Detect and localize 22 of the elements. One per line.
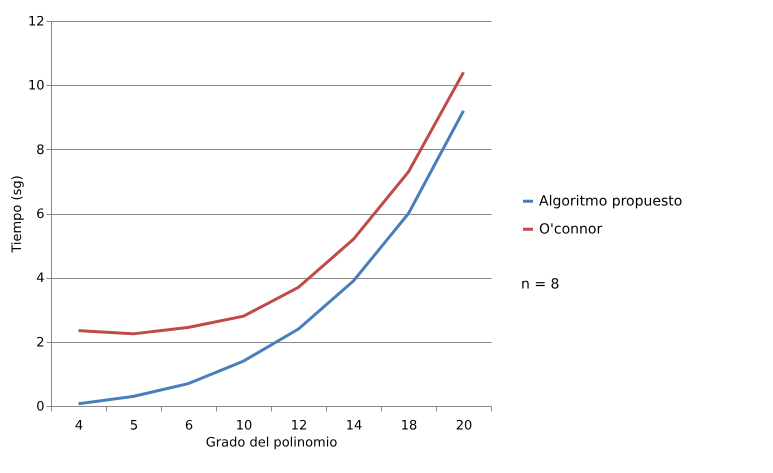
y-tick-label: 2 [36,335,44,350]
x-tick-label: 6 [184,418,194,434]
x-axis-title: Grado del polinomio [206,436,338,450]
x-tick-label: 5 [130,418,138,434]
line-series [77,109,465,406]
x-tick-label: 10 [236,418,252,434]
y-tick-label: 12 [28,14,44,30]
y-tick-label: 4 [36,271,44,286]
legend-label: O'connor [539,221,602,238]
legend-label: Algoritmo propuesto [539,193,682,210]
y-tick-label: 0 [36,400,44,414]
line-series [77,70,465,336]
y-tick-label: 6 [36,207,44,222]
x-tick-label: 12 [290,418,308,434]
x-tick-label: 4 [74,418,84,434]
x-tick-label: 14 [346,418,362,434]
y-tick-label: 10 [28,78,44,94]
x-tick-label: 18 [400,418,418,434]
x-tick-label: 20 [456,418,472,434]
text: n = 8 [521,276,560,292]
y-axis-title: Tiempo (sg) [10,175,25,254]
y-tick-label: 8 [36,142,44,158]
